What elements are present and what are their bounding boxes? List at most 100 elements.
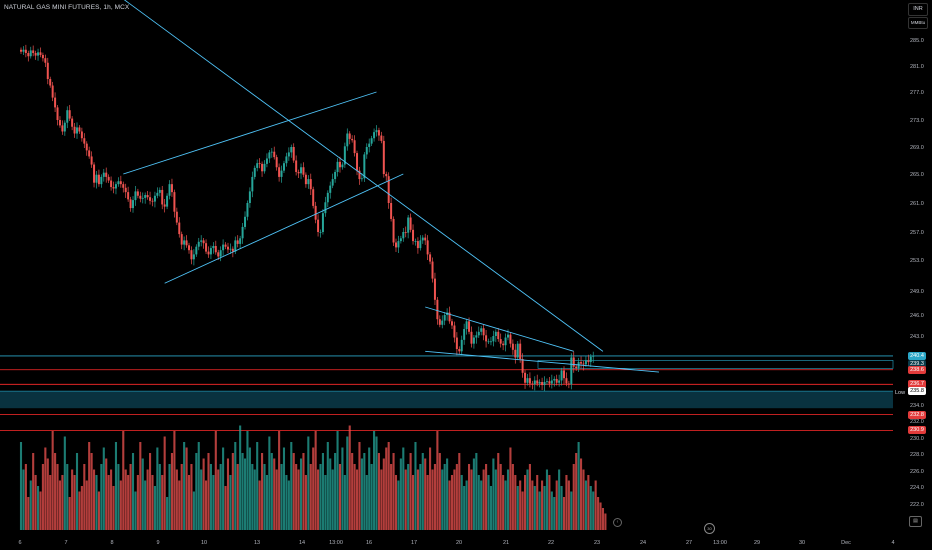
candle-body (100, 176, 103, 185)
volume-bar (131, 453, 135, 530)
candle-body (234, 240, 237, 252)
candle-body (24, 49, 27, 53)
volume-bar (170, 453, 174, 530)
candle-body (134, 191, 137, 201)
x-tick-label: 8 (110, 540, 113, 546)
candle-body (90, 156, 93, 165)
volume-bar (526, 469, 529, 530)
candle-body (497, 331, 500, 340)
volume-bar (234, 442, 237, 530)
candle-body (480, 328, 483, 332)
candle-body (592, 355, 595, 357)
candle-body (373, 132, 376, 139)
candle-body (214, 246, 217, 253)
volume-bar (321, 453, 324, 530)
candle-body (166, 195, 169, 207)
volume-bar (472, 458, 475, 530)
candle-body (122, 184, 125, 188)
current-zone-box (537, 360, 894, 369)
volume-bar (519, 480, 522, 530)
candle-body (44, 58, 47, 63)
y-tick-label: 281.0 (910, 64, 924, 70)
volume-bar (312, 447, 315, 530)
candle-body (509, 334, 512, 344)
volume-bar (209, 464, 212, 530)
candle-body (117, 181, 120, 185)
volume-bar (151, 475, 154, 530)
candle-body (141, 197, 144, 199)
candle-body (37, 52, 40, 56)
candle-body (295, 160, 298, 172)
volume-bar (463, 486, 466, 530)
candle-body (521, 359, 524, 373)
candle-body (424, 237, 427, 241)
volume-bar (319, 464, 322, 530)
volume-bar (107, 475, 110, 530)
volume-bar (202, 458, 205, 530)
candle-body (555, 378, 558, 383)
candle-body (477, 331, 480, 336)
volume-bar (110, 469, 113, 530)
volume-bar (541, 480, 544, 530)
volume-bar (470, 469, 473, 530)
replay-icon[interactable]: 30 (704, 523, 715, 534)
candle-body (511, 343, 514, 350)
candle-body (212, 246, 215, 249)
candle-body (541, 382, 544, 386)
volume-bar (46, 458, 49, 530)
currency-button[interactable]: INR (908, 3, 928, 16)
scroll-marker-icon[interactable]: ‹ (613, 518, 622, 527)
candle-body (531, 383, 534, 385)
volume-bar (49, 475, 52, 530)
candle-body (153, 195, 156, 202)
volume-bar (117, 464, 120, 530)
candle-body (489, 341, 492, 343)
candle-body (528, 378, 531, 384)
volume-bar (149, 453, 152, 530)
settings-icon[interactable]: ▤ (909, 516, 922, 527)
candle-body (363, 154, 366, 179)
x-tick-label: 14 (299, 540, 305, 546)
y-tick-label: 257.0 (910, 230, 924, 236)
volume-bar (173, 431, 176, 530)
low-label: Low (895, 390, 906, 396)
candle-body (158, 189, 161, 193)
unit-button[interactable]: MMBtu (908, 17, 928, 29)
candle-body (336, 161, 339, 172)
volume-bar (485, 464, 488, 530)
volume-bar (555, 480, 558, 530)
volume-bar (521, 491, 524, 530)
candle-body (470, 331, 473, 344)
y-tick-label: 243.0 (910, 334, 924, 340)
candle-body (149, 197, 152, 201)
candle-body (282, 163, 285, 171)
volume-bar (363, 453, 366, 530)
candle-body (129, 199, 132, 209)
volume-bar (402, 447, 405, 530)
candle-body (507, 334, 509, 338)
volume-bar (73, 475, 76, 530)
candle-body (85, 143, 88, 151)
price-badge: 238.6 (908, 365, 926, 374)
volume-bar (44, 447, 47, 530)
volume-bar (516, 486, 519, 530)
candle-body (346, 133, 349, 147)
candle-body (504, 337, 507, 346)
candle-body (553, 378, 556, 381)
candle-body (195, 246, 198, 255)
volume-bar (346, 436, 349, 530)
x-tick-label: 17 (411, 540, 417, 546)
volume-bar (114, 442, 118, 530)
candle-body (20, 49, 22, 52)
volume-bar (212, 475, 215, 530)
candle-body (377, 130, 380, 136)
volume-bar (455, 464, 458, 530)
candle-body (353, 140, 356, 154)
volume-bar (433, 464, 436, 530)
volume-bar (282, 447, 286, 530)
candle-body (197, 241, 200, 247)
candle-body (399, 238, 402, 242)
candle-body (139, 195, 142, 199)
